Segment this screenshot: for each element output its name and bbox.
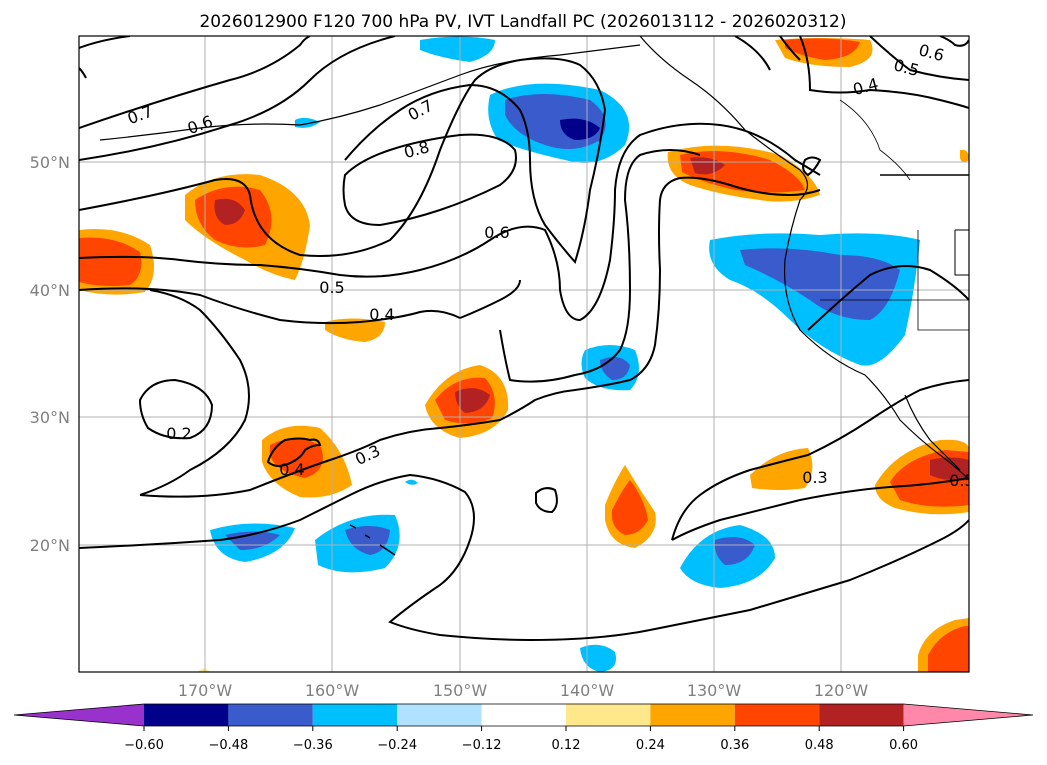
colorbar-swatch <box>481 704 566 726</box>
colorbar-tick-label: −0.24 <box>377 738 417 753</box>
negative-anomaly-region <box>295 36 630 163</box>
colorbar-tick-label: 0.36 <box>720 738 749 753</box>
contour-label: 0.3 <box>802 468 827 487</box>
lat-label: 50°N <box>30 153 70 172</box>
negative-anomaly-region <box>210 479 418 573</box>
contour-label: 0.4 <box>279 460 304 479</box>
colorbar-tick-label: 0.24 <box>636 738 665 753</box>
colorbar-tick-label: −0.36 <box>293 738 333 753</box>
colorbar-tick-label: −0.48 <box>208 738 248 753</box>
colorbar-swatch <box>903 704 1033 726</box>
longitude-labels: 170°W 160°W 150°W 140°W 130°W 120°W <box>178 681 869 700</box>
positive-anomaly-region <box>875 439 969 515</box>
lon-label: 130°W <box>687 681 742 700</box>
map-panel: 0.7 0.6 0.7 0.8 0.6 0.5 0.4 0.2 0.4 0.3 … <box>79 36 974 672</box>
colorbar-swatch <box>144 704 229 726</box>
colorbar-swatch <box>312 704 398 726</box>
map-frame <box>78 35 970 673</box>
colorbar-swatch <box>14 704 144 726</box>
colorbar: −0.60 −0.48 −0.36 −0.24 −0.12 0.12 0.24 … <box>13 703 1034 753</box>
coastlines <box>99 36 969 556</box>
positive-anomaly-region <box>918 618 969 672</box>
contour-label: 0.2 <box>166 424 191 443</box>
lon-label: 140°W <box>560 681 615 700</box>
lat-label: 30°N <box>30 408 70 427</box>
colorbar-tick-label: 0.12 <box>552 738 581 753</box>
lat-label: 20°N <box>30 536 70 555</box>
colorbar-swatch <box>566 704 651 726</box>
negative-anomaly-region <box>709 233 920 366</box>
colorbar-ticks <box>143 726 905 731</box>
lon-label: 170°W <box>178 681 233 700</box>
lon-label: 150°W <box>433 681 488 700</box>
positive-anomaly-region <box>185 174 310 280</box>
contour-label: 0.5 <box>319 278 344 297</box>
contour-label: 0.6 <box>484 223 509 242</box>
pv-contours <box>79 36 969 642</box>
lat-label: 40°N <box>30 281 70 300</box>
colorbar-swatch <box>397 704 482 726</box>
lon-label: 120°W <box>814 681 869 700</box>
positive-anomaly-region <box>79 229 154 295</box>
positive-anomaly-region <box>325 318 385 342</box>
lon-label: 160°W <box>305 681 360 700</box>
colorbar-tick-label: −0.60 <box>124 738 164 753</box>
contour-label: 0.4 <box>369 305 394 324</box>
colorbar-tick-label: −0.12 <box>462 738 502 753</box>
colorbar-tick-label: 0.48 <box>805 738 834 753</box>
positive-anomaly-region <box>425 365 509 438</box>
colorbar-swatch <box>734 704 820 726</box>
contour-label: 0.5 <box>949 471 974 490</box>
latitude-labels: 50°N 40°N 30°N 20°N <box>30 153 70 555</box>
colorbar-swatch <box>650 704 735 726</box>
colorbar-swatch <box>819 704 904 726</box>
graticule <box>79 36 969 672</box>
positive-anomaly-region <box>605 465 656 548</box>
negative-anomaly-region <box>580 525 775 672</box>
colorbar-tick-label: 0.60 <box>889 738 918 753</box>
colorbar-swatch <box>228 704 313 726</box>
ivt-shading <box>79 36 969 672</box>
figure-title: 2026012900 F120 700 hPa PV, IVT Landfall… <box>199 12 846 32</box>
